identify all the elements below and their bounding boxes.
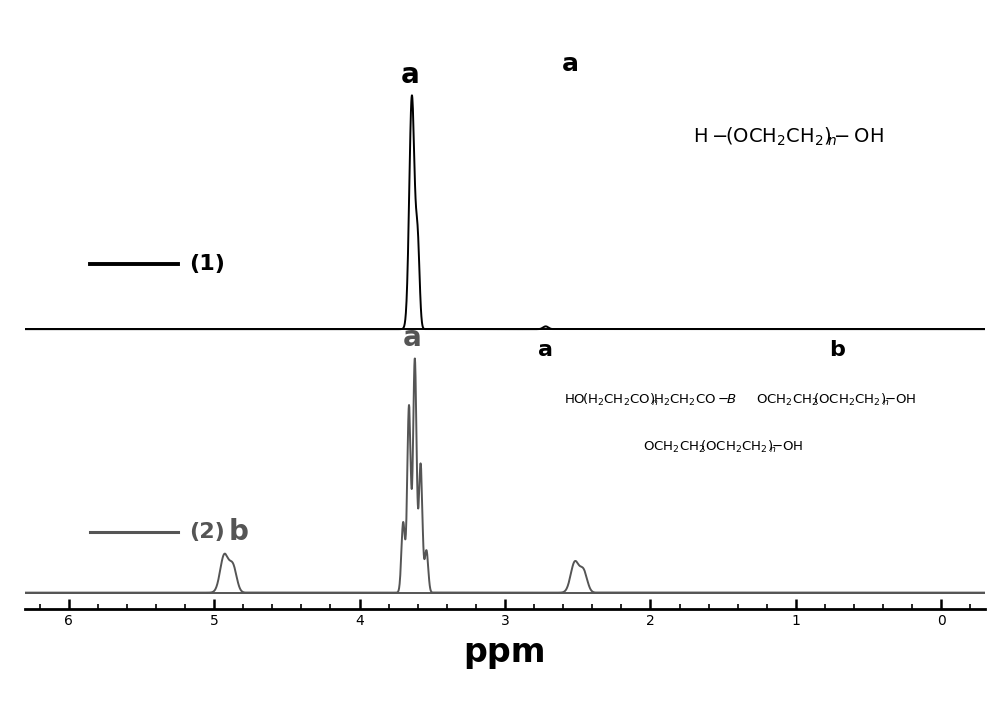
Text: b: b bbox=[829, 340, 845, 359]
Text: a: a bbox=[538, 340, 553, 359]
Text: a: a bbox=[562, 52, 579, 76]
Text: (1): (1) bbox=[189, 254, 225, 275]
Text: $\mathrm{HO}\!\left(\mathrm{H_2CH_2CO}\right)_{\!\!n}\!\!\mathrm{H_2CH_2CO}-\!\!: $\mathrm{HO}\!\left(\mathrm{H_2CH_2CO}\r… bbox=[564, 392, 737, 408]
Text: a: a bbox=[403, 324, 422, 352]
X-axis label: ppm: ppm bbox=[464, 636, 546, 669]
Text: b: b bbox=[229, 517, 249, 546]
Text: $\mathrm{OCH_2CH_2}\!\!\left(\mathrm{OCH_2CH_2}\right)_{\!\!n}\!\!\mathrm{-OH}$: $\mathrm{OCH_2CH_2}\!\!\left(\mathrm{OCH… bbox=[756, 392, 917, 408]
Text: $\mathrm{H}-\!\!\left(\mathrm{OCH_2CH_2}\right)_{\!\!n}\!\!-\mathrm{OH}$: $\mathrm{H}-\!\!\left(\mathrm{OCH_2CH_2}… bbox=[693, 126, 884, 148]
Text: $\mathrm{OCH_2CH_2}\!\!\left(\mathrm{OCH_2CH_2}\right)_{\!\!n}\!\!\mathrm{-OH}$: $\mathrm{OCH_2CH_2}\!\!\left(\mathrm{OCH… bbox=[643, 438, 803, 455]
Text: a: a bbox=[400, 61, 419, 89]
Text: (2): (2) bbox=[189, 522, 225, 542]
